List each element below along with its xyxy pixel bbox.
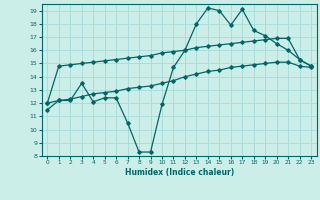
X-axis label: Humidex (Indice chaleur): Humidex (Indice chaleur) <box>124 168 234 177</box>
